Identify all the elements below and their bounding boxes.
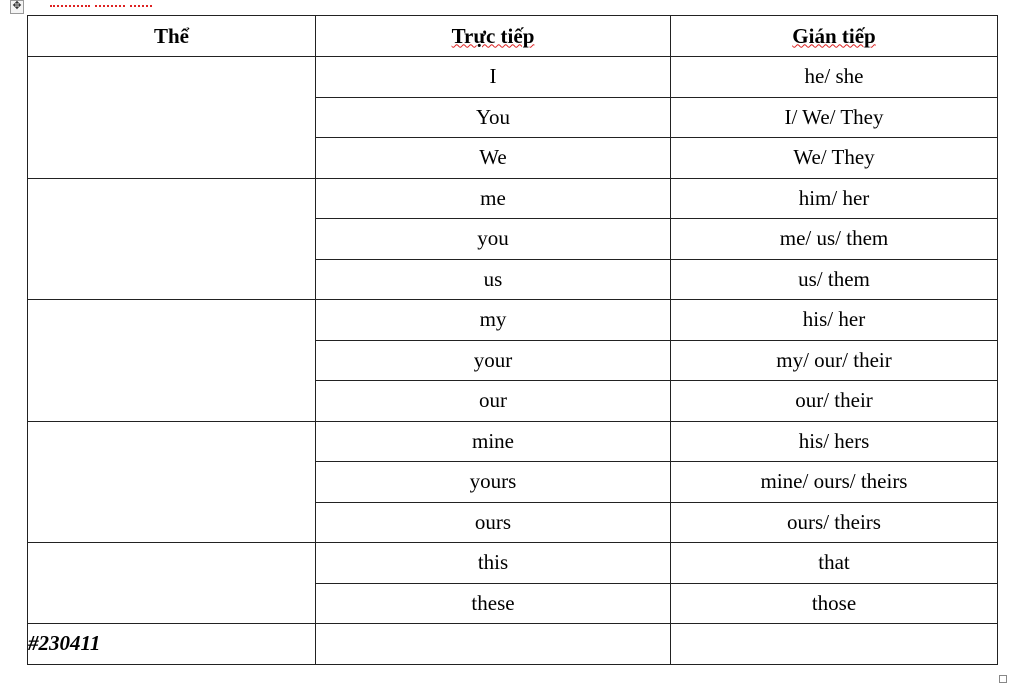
indirect-cell[interactable]: that xyxy=(670,542,998,584)
footer-tag[interactable]: #230411 xyxy=(27,623,316,665)
group-cell[interactable] xyxy=(27,299,316,422)
spellcheck-mark xyxy=(95,0,125,7)
group-cell[interactable] xyxy=(27,420,316,543)
table-row: our our/ their xyxy=(28,380,998,422)
header-truc-tiep-cell[interactable]: Trực tiếp xyxy=(315,15,671,57)
spellcheck-mark xyxy=(50,0,90,7)
indirect-cell[interactable]: I/ We/ They xyxy=(670,96,998,138)
header-gian-tiep-cell[interactable]: Gián tiếp xyxy=(670,15,998,57)
indirect-cell[interactable]: my/ our/ their xyxy=(670,339,998,381)
indirect-cell[interactable]: mine/ ours/ theirs xyxy=(670,461,998,503)
header-truc-tiep: Trực tiếp xyxy=(451,23,535,48)
indirect-cell[interactable]: ours/ theirs xyxy=(670,501,998,543)
direct-cell[interactable]: We xyxy=(315,137,671,179)
direct-cell[interactable]: yours xyxy=(315,461,671,503)
spellcheck-mark xyxy=(130,0,152,7)
table-row: You I/ We/ They xyxy=(28,96,998,138)
group-cell[interactable] xyxy=(27,56,316,179)
indirect-cell[interactable]: his/ hers xyxy=(670,420,998,462)
table-row: this that xyxy=(27,542,998,624)
direct-cell[interactable]: my xyxy=(315,299,671,341)
table-row: my his/ her xyxy=(27,299,998,422)
empty-cell[interactable] xyxy=(315,623,671,665)
header-gian-tiep: Gián tiếp xyxy=(792,23,876,48)
direct-cell[interactable]: our xyxy=(315,380,671,422)
group-cell[interactable] xyxy=(27,177,316,300)
direct-cell[interactable]: You xyxy=(315,96,671,138)
header-row: Thể Trực tiếp Gián tiếp xyxy=(27,15,998,57)
table-resize-handle[interactable] xyxy=(999,675,1007,683)
indirect-cell[interactable]: me/ us/ them xyxy=(670,218,998,260)
table-move-handle-icon[interactable]: ✥ xyxy=(10,0,24,14)
indirect-cell[interactable]: those xyxy=(670,582,998,624)
table-row: your my/ our/ their xyxy=(28,339,998,381)
table-row: mine his/ hers xyxy=(27,420,998,543)
indirect-cell[interactable]: We/ They xyxy=(670,137,998,179)
direct-cell[interactable]: your xyxy=(315,339,671,381)
direct-cell[interactable]: this xyxy=(315,542,671,584)
indirect-cell[interactable]: him/ her xyxy=(670,177,998,219)
table-row: these those xyxy=(28,582,998,624)
direct-cell[interactable]: these xyxy=(315,582,671,624)
header-the[interactable]: Thể xyxy=(27,15,316,57)
empty-cell[interactable] xyxy=(670,623,998,665)
direct-cell[interactable]: us xyxy=(315,258,671,300)
direct-cell[interactable]: I xyxy=(315,56,671,98)
group-cell[interactable] xyxy=(27,542,316,624)
direct-cell[interactable]: mine xyxy=(315,420,671,462)
indirect-cell[interactable]: his/ her xyxy=(670,299,998,341)
indirect-cell[interactable]: us/ them xyxy=(670,258,998,300)
direct-cell[interactable]: you xyxy=(315,218,671,260)
indirect-cell[interactable]: he/ she xyxy=(670,56,998,98)
direct-cell[interactable]: me xyxy=(315,177,671,219)
direct-cell[interactable]: ours xyxy=(315,501,671,543)
indirect-cell[interactable]: our/ their xyxy=(670,380,998,422)
footer-row: #230411 xyxy=(27,623,998,665)
table-row: me him/ her xyxy=(27,177,998,300)
